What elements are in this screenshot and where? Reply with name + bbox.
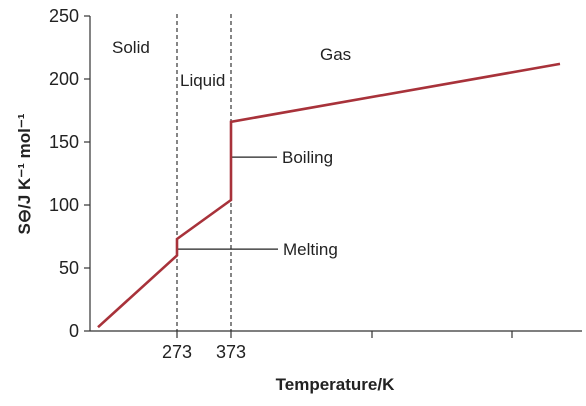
- x-tick-label: 373: [216, 342, 246, 362]
- y-tick-label: 200: [49, 69, 79, 89]
- region-label-liquid: Liquid: [180, 71, 225, 90]
- annotation-label-melting: Melting: [283, 240, 338, 259]
- annotations: Melting Boiling: [177, 148, 338, 259]
- series-line: [97, 62, 561, 329]
- y-tick-label: 150: [49, 132, 79, 152]
- y-tick-label: 100: [49, 195, 79, 215]
- phase-boundaries: [176, 14, 232, 331]
- region-label-gas: Gas: [320, 45, 351, 64]
- region-labels: Solid Liquid Gas: [112, 38, 351, 90]
- x-tick-label: 273: [162, 342, 192, 362]
- x-axis-title: Temperature/K: [276, 375, 395, 394]
- y-axis-title: S⊖/J K⁻¹ mol⁻¹: [15, 113, 34, 234]
- y-tick-label: 50: [59, 258, 79, 278]
- y-tick-label: 0: [69, 321, 79, 341]
- annotation-label-boiling: Boiling: [282, 148, 333, 167]
- series-group: [97, 62, 561, 329]
- region-label-solid: Solid: [112, 38, 150, 57]
- y-tick-label: 250: [49, 6, 79, 26]
- x-axis-ticks: 273 373: [162, 331, 513, 362]
- y-axis-ticks: 0 50 100 150 200 250: [49, 6, 90, 341]
